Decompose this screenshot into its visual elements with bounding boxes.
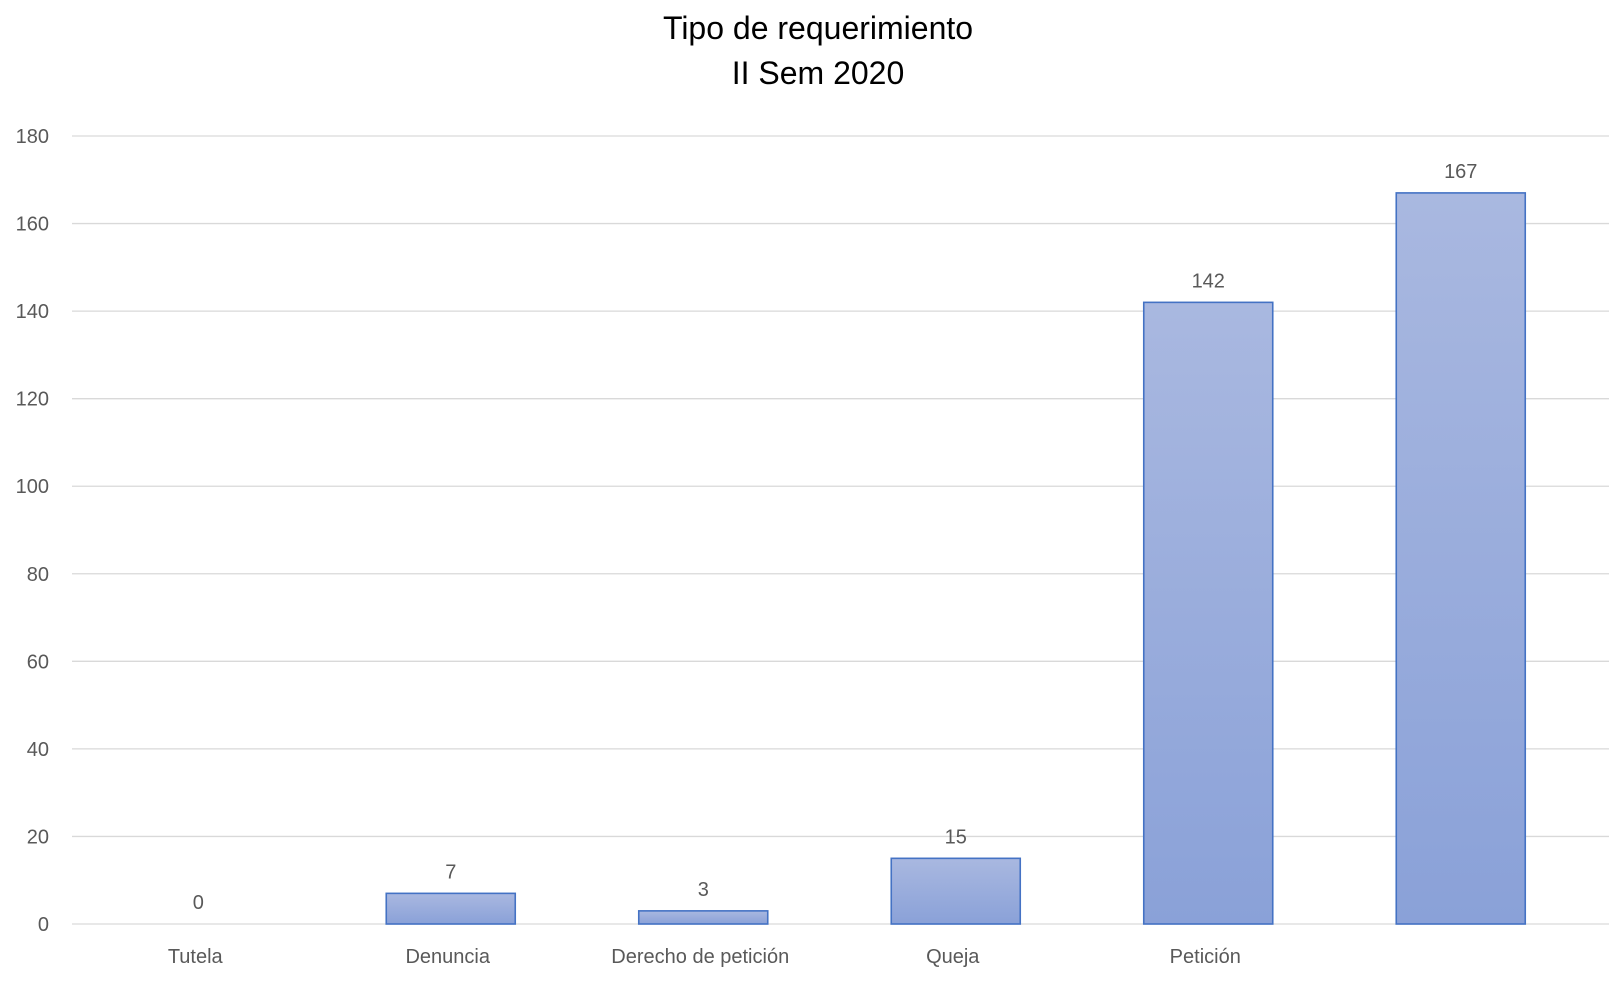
y-tick-label: 100: [16, 476, 49, 498]
bar: [637, 910, 769, 925]
y-axis-tick-labels: 0 20 40 60 80 100 120 140 160 180: [16, 126, 49, 936]
data-label: 3: [698, 879, 709, 901]
chart-title: Tipo de requerimiento II Sem 2020: [0, 6, 1609, 96]
data-label: 142: [1192, 270, 1225, 292]
y-tick-label: 160: [16, 214, 49, 236]
y-tick-label: 20: [27, 826, 49, 848]
x-tick-label: Petición: [1170, 946, 1241, 968]
x-axis-tick-labels: Tutela Denuncia Derecho de petición Queja Pe…: [168, 946, 1241, 968]
y-tick-label: 120: [16, 389, 49, 411]
bars: [385, 192, 1527, 925]
y-tick-label: 0: [38, 914, 49, 936]
y-tick-label: 180: [16, 126, 49, 148]
x-tick-label: Derecho de petición: [611, 946, 789, 968]
y-tick-label: 80: [27, 564, 49, 586]
bar: [890, 857, 1022, 925]
data-label: 0: [193, 892, 204, 914]
x-tick-label: Tutela: [168, 946, 224, 968]
bar: [1395, 192, 1527, 925]
chart-title-line: Tipo de requerimiento: [662, 10, 974, 46]
y-tick-label: 40: [27, 739, 49, 761]
bar: [385, 892, 517, 925]
chart-subtitle-line: II Sem 2020: [731, 55, 905, 91]
data-labels: 0 7 3 15 142 167: [193, 161, 1478, 914]
y-tick-label: 60: [27, 651, 49, 673]
x-tick-label: Queja: [926, 946, 980, 968]
data-label: 167: [1444, 161, 1477, 183]
bar: [1142, 301, 1274, 925]
data-label: 15: [945, 826, 967, 848]
x-tick-label: Denuncia: [405, 946, 490, 968]
y-tick-label: 140: [16, 301, 49, 323]
data-label: 7: [445, 861, 456, 883]
gridlines: [72, 135, 1609, 925]
